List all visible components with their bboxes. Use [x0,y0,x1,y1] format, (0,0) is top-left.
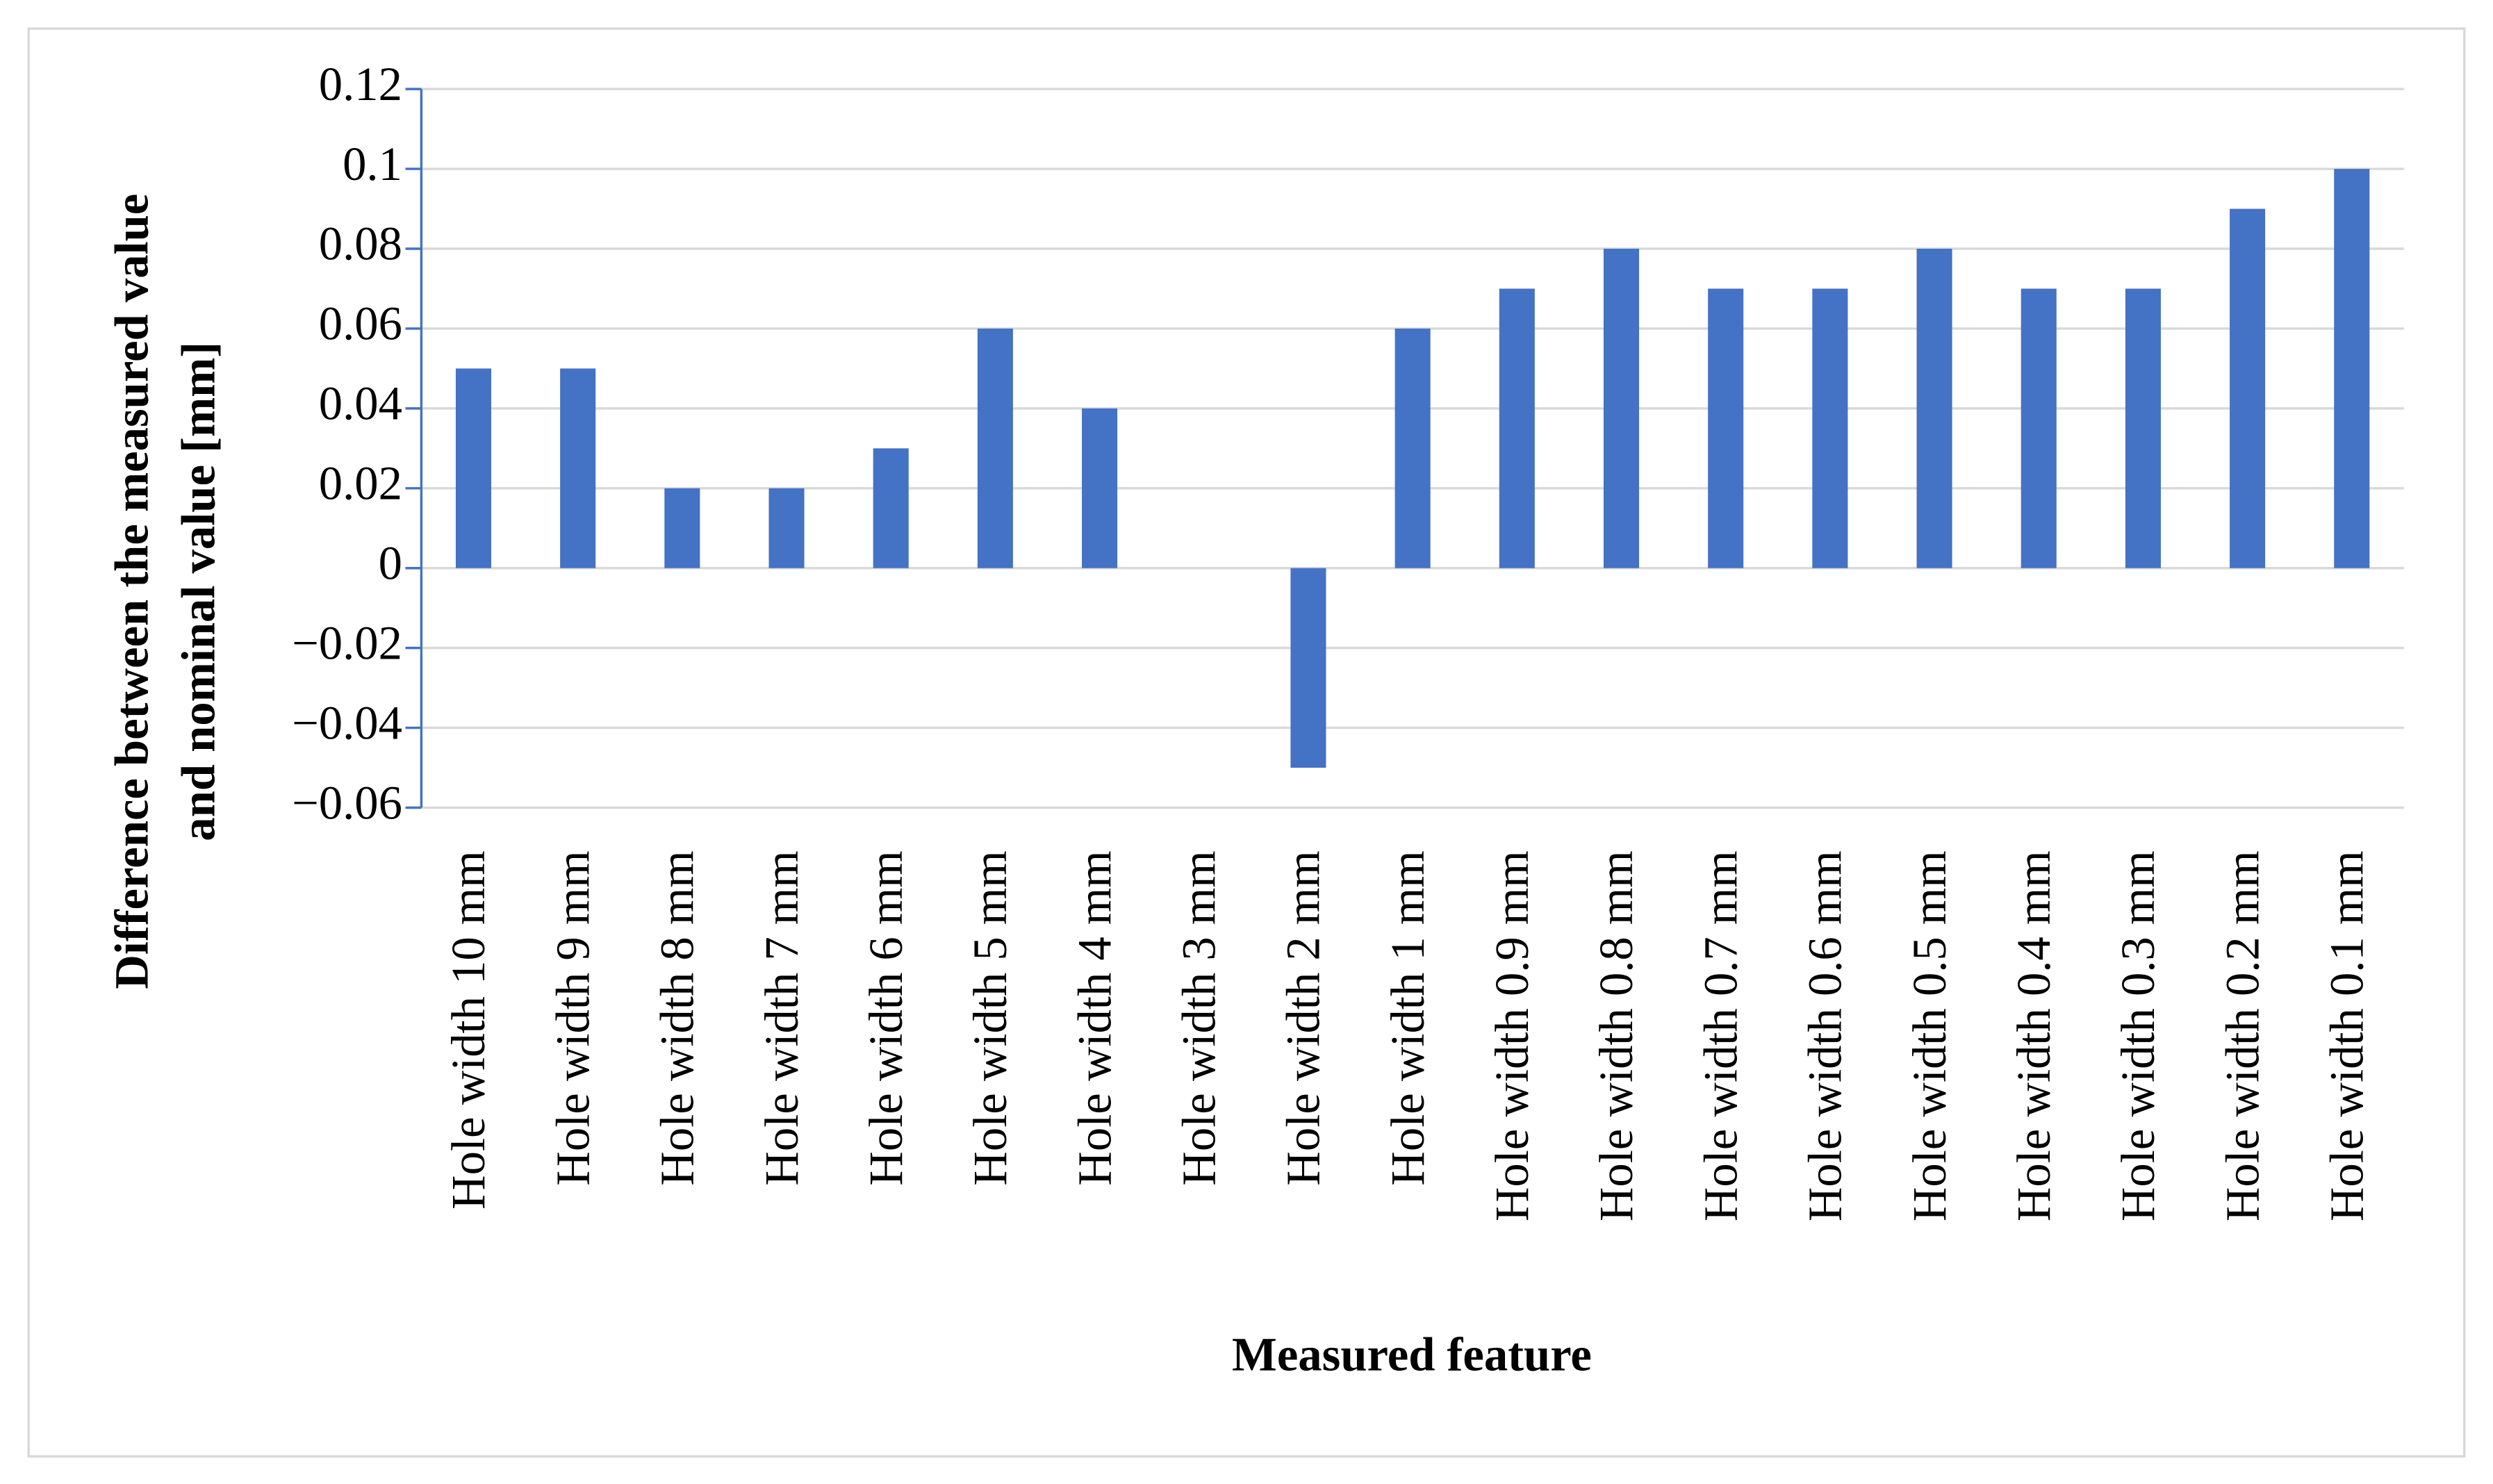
bar [1916,249,1952,568]
x-tick-label: Hole width 7 mm [755,850,808,1185]
x-axis-label: Measured feature [1232,1328,1592,1380]
x-tick-label: Hole width 5 mm [964,850,1017,1185]
y-tick-label: 0.1 [343,138,402,190]
bar [664,488,700,568]
x-tick-label: Hole width 0.1 mm [2321,850,2373,1221]
bar [2021,288,2057,568]
bar [2125,288,2161,568]
x-tick-label: Hole width 0.8 mm [1590,850,1643,1221]
y-tick-label: 0 [379,536,402,589]
x-tick-label: Hole width 3 mm [1173,850,1226,1185]
y-tick-label: −0.04 [292,696,402,749]
bar [1394,328,1431,568]
y-axis-label: Difference between the measured value [106,194,158,989]
bar [873,448,909,568]
x-tick-label: Hole width 0.5 mm [1903,850,1956,1221]
x-tick-label: Hole width 1 mm [1381,850,1434,1185]
x-tick-label: Hole width 0.9 mm [1486,850,1538,1221]
bar [1812,288,1848,568]
x-tick-label: Hole width 4 mm [1068,850,1121,1185]
y-tick-label: 0.12 [319,58,402,110]
y-tick-label: 0.06 [319,297,402,350]
bar [560,368,596,568]
x-tick-label: Hole width 8 mm [651,850,704,1185]
bar [2334,169,2370,568]
y-tick-label: 0.02 [319,457,402,510]
y-tick-label: −0.02 [292,616,402,669]
bar [1499,288,1535,568]
x-tick-label: Hole width 0.2 mm [2216,850,2269,1221]
y-tick-label: 0.04 [319,377,402,430]
bar [455,368,492,568]
x-tick-label: Hole width 0.4 mm [2007,850,2060,1221]
x-tick-label: Hole width 0.6 mm [1799,850,1852,1221]
x-tick-label: Hole width 10 mm [442,850,495,1210]
y-axis-label: and nominal value [mm] [172,342,225,841]
bar [2230,208,2266,568]
bar [1082,408,1118,568]
bar [977,328,1013,568]
bar [768,488,805,568]
bar [1290,568,1326,768]
y-tick-label: −0.06 [292,776,402,829]
y-tick-label: 0.08 [319,217,402,270]
bar [1708,288,1744,568]
x-tick-label: Hole width 0.7 mm [1694,850,1747,1221]
bar [1603,249,1640,568]
x-tick-label: Hole width 6 mm [859,850,912,1185]
x-tick-label: Hole width 9 mm [546,850,599,1185]
x-tick-label: Hole width 0.3 mm [2112,850,2164,1221]
x-tick-label: Hole width 2 mm [1277,850,1330,1185]
chart-border [27,27,2466,1458]
